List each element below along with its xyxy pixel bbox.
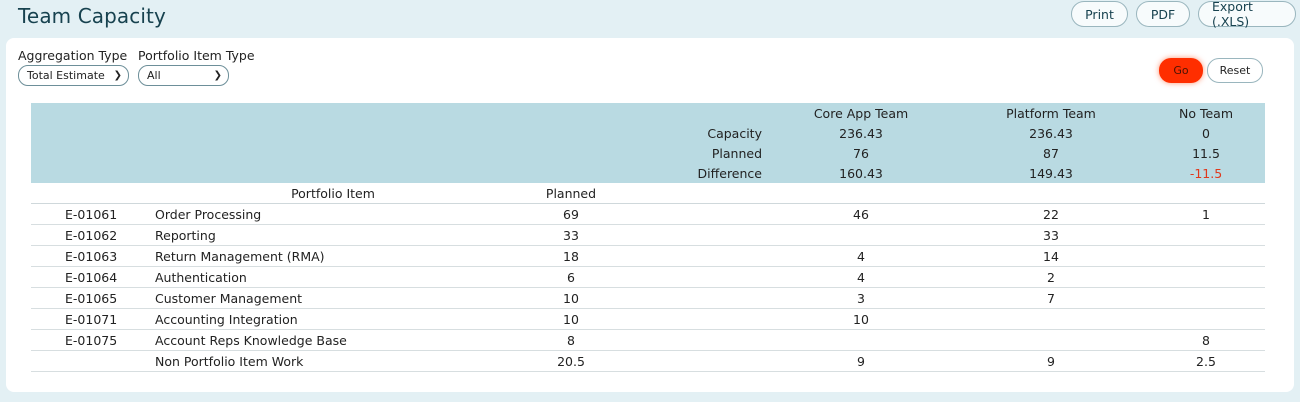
summary-value: 149.43: [1029, 165, 1073, 181]
column-header-row: Portfolio Item Planned: [31, 183, 1265, 204]
portfolio-item-name[interactable]: Customer Management: [155, 290, 303, 306]
portfolio-item-id[interactable]: E-01063: [65, 248, 118, 264]
table-row[interactable]: E-01061 Order Processing 69 46 22 1: [31, 204, 1265, 225]
no-team-value: [1146, 246, 1266, 266]
portfolio-type-value: All: [147, 69, 161, 82]
summary-value: 0: [1202, 125, 1210, 141]
portfolio-item-id[interactable]: E-01075: [65, 332, 118, 348]
portfolio-item-name[interactable]: Authentication: [155, 269, 247, 285]
core-app-value: [801, 225, 921, 245]
planned-header: Planned: [545, 185, 597, 201]
planned-value: 10: [563, 290, 579, 306]
no-team-value: [1146, 267, 1266, 287]
platform-value: 7: [1047, 290, 1055, 306]
core-app-value: 46: [853, 206, 869, 222]
portfolio-item-id[interactable]: E-01071: [65, 311, 118, 327]
top-actions: Print PDF Export (.XLS): [1071, 0, 1296, 29]
table-row[interactable]: E-01062 Reporting 33 33: [31, 225, 1265, 246]
no-team-value: 8: [1202, 332, 1210, 348]
no-team-value: 1: [1202, 206, 1210, 222]
table-row[interactable]: E-01065 Customer Management 10 3 7: [31, 288, 1265, 309]
planned-value: 33: [563, 227, 579, 243]
summary-row-difference: Difference 160.43 149.43 -11.5: [31, 163, 1265, 183]
report-panel: Aggregation Type Total Estimate ❯ Portfo…: [6, 38, 1294, 392]
planned-value: 8: [567, 332, 575, 348]
core-app-value: [801, 330, 921, 350]
reset-button[interactable]: Reset: [1207, 58, 1263, 83]
platform-value: 14: [1043, 248, 1059, 264]
portfolio-item-id[interactable]: E-01062: [65, 227, 118, 243]
summary-label: Difference: [697, 165, 762, 181]
portfolio-item-name[interactable]: Non Portfolio Item Work: [155, 353, 304, 369]
table-row[interactable]: E-01063 Return Management (RMA) 18 4 14: [31, 246, 1265, 267]
no-team-value: [1146, 225, 1266, 245]
planned-value: 69: [563, 206, 579, 222]
no-team-value: [1146, 309, 1266, 329]
portfolio-item-name[interactable]: Accounting Integration: [155, 311, 298, 327]
core-app-value: 10: [853, 311, 869, 327]
planned-value: 20.5: [557, 353, 585, 369]
summary-value: 76: [853, 145, 869, 161]
team-header-row: Core App Team Platform Team No Team: [31, 103, 1265, 123]
summary-row-capacity: Capacity 236.43 236.43 0: [31, 123, 1265, 143]
platform-value: 33: [1043, 227, 1059, 243]
pdf-button[interactable]: PDF: [1136, 1, 1190, 27]
chevron-down-icon: ❯: [113, 70, 122, 81]
table-row[interactable]: E-01071 Accounting Integration 10 10: [31, 309, 1265, 330]
platform-value: 9: [1047, 353, 1055, 369]
portfolio-item-id[interactable]: E-01061: [65, 206, 118, 222]
no-team-value: 2.5: [1196, 353, 1216, 369]
summary-value: 236.43: [1029, 125, 1073, 141]
core-app-value: 3: [857, 290, 865, 306]
team-header-core-app: Core App Team: [813, 105, 909, 121]
table-row[interactable]: Non Portfolio Item Work 20.5 9 9 2.5: [31, 351, 1265, 372]
portfolio-type-filter: Portfolio Item Type All ❯: [138, 48, 255, 86]
core-app-value: 9: [857, 353, 865, 369]
aggregation-filter: Aggregation Type Total Estimate ❯: [18, 48, 129, 86]
no-team-value: [1146, 288, 1266, 308]
planned-value: 10: [563, 311, 579, 327]
portfolio-item-name[interactable]: Return Management (RMA): [155, 248, 325, 264]
portfolio-item-name[interactable]: Order Processing: [155, 206, 262, 222]
portfolio-item-name[interactable]: Reporting: [155, 227, 216, 243]
summary-value: 87: [1043, 145, 1059, 161]
team-header-no-team: No Team: [1178, 105, 1233, 121]
core-app-value: 4: [857, 269, 865, 285]
chevron-down-icon: ❯: [213, 70, 222, 81]
print-button[interactable]: Print: [1071, 1, 1128, 27]
summary-label: Capacity: [707, 125, 762, 141]
portfolio-type-label: Portfolio Item Type: [138, 48, 255, 63]
portfolio-type-select[interactable]: All ❯: [138, 65, 229, 86]
export-xls-button[interactable]: Export (.XLS): [1198, 0, 1296, 29]
summary-value: 160.43: [839, 165, 883, 181]
aggregation-select[interactable]: Total Estimate ❯: [18, 65, 129, 86]
core-app-value: 4: [857, 248, 865, 264]
table-row[interactable]: E-01075 Account Reps Knowledge Base 8 8: [31, 330, 1265, 351]
portfolio-item-name[interactable]: Account Reps Knowledge Base: [155, 332, 347, 348]
aggregation-label: Aggregation Type: [18, 48, 128, 63]
page-title: Team Capacity: [18, 4, 166, 28]
platform-value: 22: [1043, 206, 1059, 222]
team-header-platform: Platform Team: [1006, 105, 1096, 121]
summary-row-planned: Planned 76 87 11.5: [31, 143, 1265, 163]
platform-value: [991, 330, 1111, 350]
portfolio-item-id[interactable]: E-01065: [65, 290, 118, 306]
platform-value: [991, 309, 1111, 329]
summary-value: -11.5: [1189, 165, 1223, 181]
summary-label: Planned: [711, 145, 762, 161]
summary-value: 236.43: [839, 125, 883, 141]
platform-value: 2: [1047, 269, 1055, 285]
planned-value: 6: [567, 269, 575, 285]
planned-value: 18: [563, 248, 579, 264]
portfolio-item-id[interactable]: E-01064: [65, 269, 118, 285]
capacity-table: Core App Team Platform Team No Team Capa…: [31, 103, 1265, 372]
go-button[interactable]: Go: [1159, 58, 1203, 83]
portfolio-item-header: Portfolio Item: [291, 185, 375, 201]
summary-value: 11.5: [1192, 145, 1220, 161]
table-row[interactable]: E-01064 Authentication 6 4 2: [31, 267, 1265, 288]
aggregation-value: Total Estimate: [27, 69, 105, 82]
